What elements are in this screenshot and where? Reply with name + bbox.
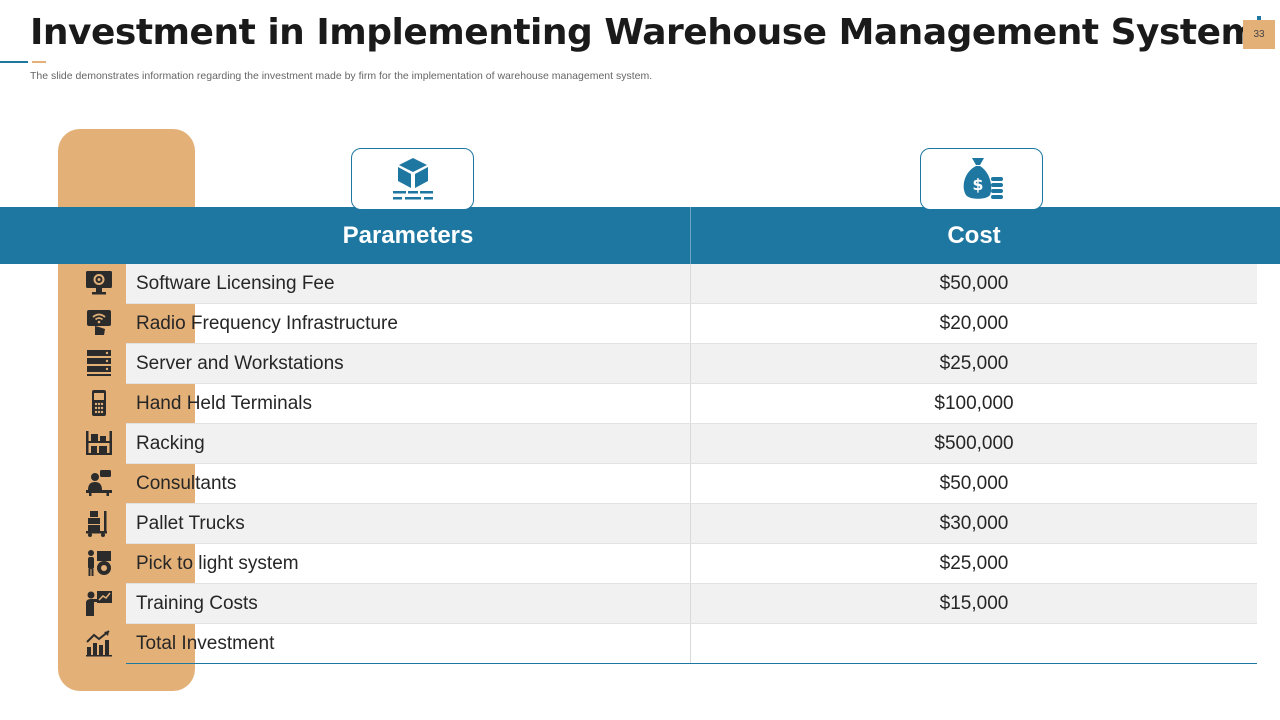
page-subtitle: The slide demonstrates information regar… xyxy=(30,70,653,82)
cost-cell: $25,000 xyxy=(939,352,1009,374)
title-accent-line xyxy=(32,61,46,63)
header-band xyxy=(0,207,1280,264)
table-row: Consultants $50,000 xyxy=(126,464,1257,504)
table-row: Software Licensing Fee $50,000 xyxy=(126,264,1257,304)
cost-icon-box: $ xyxy=(920,148,1043,210)
investment-table: Parameters Cost Software Licensing Fee $… xyxy=(126,207,1257,664)
page-badge-notch xyxy=(1257,16,1261,22)
wireless-hand-icon xyxy=(87,310,111,335)
cost-cell: $30,000 xyxy=(939,512,1009,534)
parameter-cell: Pick to light system xyxy=(126,544,691,583)
cost-cell: $50,000 xyxy=(939,272,1009,294)
consultant-icon xyxy=(86,470,112,496)
parameters-column-header: Parameters xyxy=(126,207,691,264)
cost-cell xyxy=(691,624,1257,663)
page-title: Investment in Implementing Warehouse Man… xyxy=(30,12,1258,53)
cost-cell: $500,000 xyxy=(934,432,1014,454)
money-bag-icon: $ xyxy=(963,158,1003,199)
table-row: Server and Workstations $25,000 xyxy=(126,344,1257,384)
cost-cell: $25,000 xyxy=(939,552,1009,574)
cost-cell: $100,000 xyxy=(934,392,1014,414)
parameter-cell: Training Costs xyxy=(126,584,691,623)
parameter-cell: Pallet Trucks xyxy=(126,504,691,543)
cost-cell: $20,000 xyxy=(939,312,1009,334)
monitor-settings-icon xyxy=(86,271,112,295)
parameter-cell: Racking xyxy=(126,424,691,463)
investment-growth-icon xyxy=(86,630,112,657)
pallet-truck-icon xyxy=(86,511,107,537)
cost-column-header: Cost xyxy=(947,221,1001,249)
training-presentation-icon xyxy=(86,591,112,616)
table-row: Pallet Trucks $30,000 xyxy=(126,504,1257,544)
table-row: Radio Frequency Infrastructure $20,000 xyxy=(126,304,1257,344)
table-row: Training Costs $15,000 xyxy=(126,584,1257,624)
rack-shelf-icon xyxy=(86,431,112,455)
table-row: Hand Held Terminals $100,000 xyxy=(126,384,1257,424)
server-icon xyxy=(87,350,111,376)
cost-cell: $15,000 xyxy=(939,592,1009,614)
table-header-row: Parameters Cost xyxy=(126,207,1257,264)
title-accent-line xyxy=(0,61,28,63)
parameter-cell: Server and Workstations xyxy=(126,344,691,383)
handheld-terminal-icon xyxy=(92,390,106,416)
package-icon xyxy=(392,158,433,200)
parameter-cell: Consultants xyxy=(126,464,691,503)
pick-to-light-icon xyxy=(88,550,111,576)
table-row-total: Total Investment xyxy=(126,624,1257,664)
parameter-cell: Software Licensing Fee xyxy=(126,264,691,303)
table-row: Pick to light system $25,000 xyxy=(126,544,1257,584)
cost-cell: $50,000 xyxy=(939,472,1009,494)
parameter-cell: Hand Held Terminals xyxy=(126,384,691,423)
parameter-cell: Total Investment xyxy=(126,624,691,663)
parameter-cell: Radio Frequency Infrastructure xyxy=(126,304,691,343)
page-number-badge: 33 xyxy=(1243,20,1275,49)
parameters-icon-box xyxy=(351,148,474,210)
table-row: Racking $500,000 xyxy=(126,424,1257,464)
svg-text:$: $ xyxy=(972,175,983,194)
